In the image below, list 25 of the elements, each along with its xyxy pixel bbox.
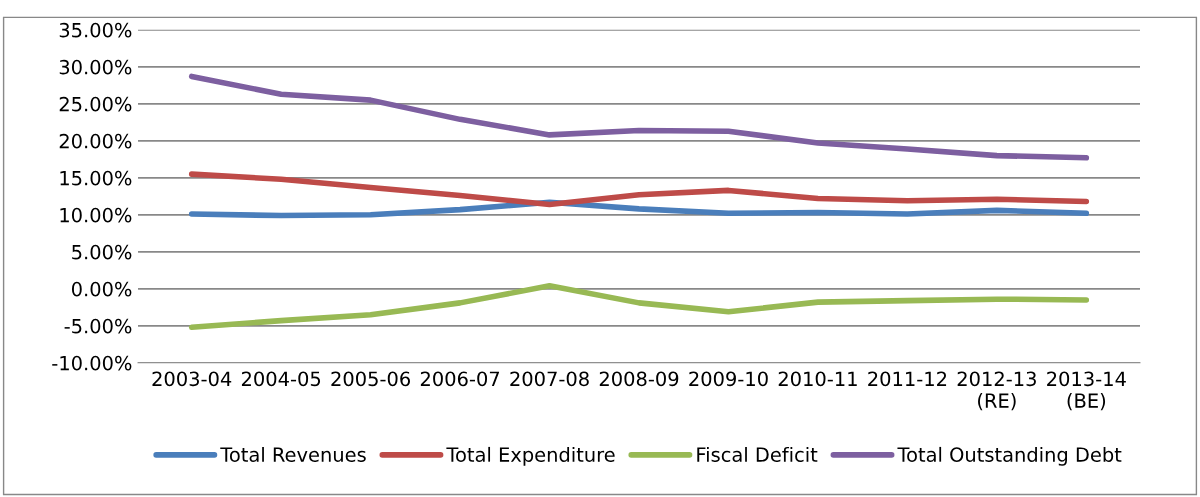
x-tick-label: 2005-06	[331, 371, 410, 387]
legend-label: Total Outstanding Debt	[897, 446, 1122, 466]
y-tick-label: 10.00%	[60, 207, 132, 223]
y-tick-label: 30.00%	[59, 59, 132, 75]
x-tick-label: 2006-07	[420, 371, 500, 387]
x-tick-label: 2011-12	[868, 371, 947, 387]
x-tick-label: 2004-05	[241, 371, 321, 387]
x-tick-label: 2007-08	[510, 371, 589, 387]
y-tick-label: 15.00%	[60, 170, 132, 186]
x-tick-label: 2003-04	[152, 371, 232, 387]
legend-label: Total Expenditure	[446, 446, 615, 466]
y-tick-label: 5.00%	[72, 244, 132, 260]
legend-label: Total Revenues	[220, 446, 366, 462]
x-tick-label: 2009-10	[689, 371, 768, 387]
y-tick-label: 25.00%	[59, 96, 132, 112]
legend-label: Fiscal Deficit	[697, 446, 818, 462]
y-tick-label: 20.00%	[59, 133, 132, 149]
y-tick-label: -5.00%	[64, 318, 132, 334]
x-tick-label: 2008-09	[599, 371, 679, 387]
y-tick-label: 35.00%	[59, 22, 132, 38]
x-tick-label: 2010-11	[778, 371, 857, 387]
y-tick-label: -10.00%	[52, 355, 132, 371]
y-tick-label: 0.00%	[71, 281, 132, 297]
x-tick-label: 2013-14 (BE)	[1047, 371, 1126, 411]
x-tick-label: 2012-13 (RE)	[957, 371, 1036, 411]
